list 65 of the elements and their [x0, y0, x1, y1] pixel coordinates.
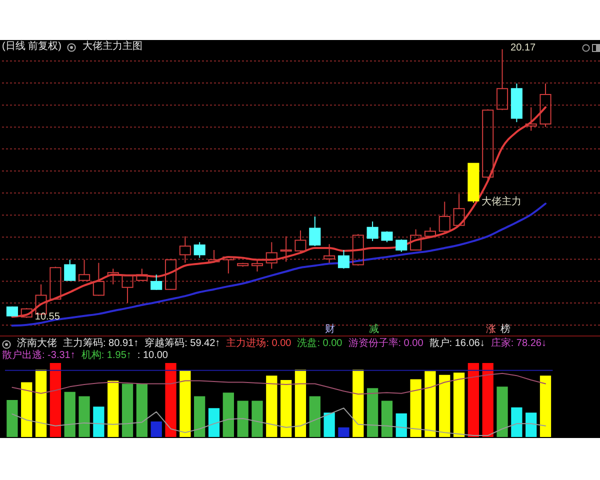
bar [526, 412, 537, 437]
bar [468, 363, 480, 437]
bar [122, 384, 134, 437]
candlestick [194, 242, 206, 258]
text: 散户: 16.06↓ [429, 338, 485, 350]
annotation: 涨 [486, 324, 496, 335]
text: 游资份子率: 0.00 [348, 338, 424, 350]
text: 庄家: 78.26↓ [490, 338, 546, 350]
bar [381, 400, 393, 437]
bar [180, 370, 191, 437]
bar [511, 407, 522, 437]
text: 洗盘: 0.00 [297, 338, 342, 350]
bar [194, 396, 206, 437]
bar [280, 380, 292, 437]
bar [165, 363, 176, 437]
bar [410, 379, 422, 437]
chart-title: (日线 前复权) [2, 41, 62, 53]
bar [50, 363, 62, 437]
text: 穿越筹码: 59.42↑ [144, 338, 220, 350]
candlestick [179, 236, 191, 264]
bar [396, 413, 407, 437]
text: : 10.00 [137, 350, 168, 362]
bar [136, 384, 148, 437]
candlestick [208, 249, 220, 264]
annotation: 减 [368, 324, 379, 335]
bar [496, 386, 508, 437]
bar [324, 412, 335, 437]
bar [6, 400, 18, 437]
text: 散户出逃: -3.31↑ [2, 350, 76, 362]
bar [424, 371, 436, 437]
bar [266, 376, 278, 437]
bar [78, 396, 90, 437]
bar [108, 380, 119, 437]
bar [208, 408, 220, 437]
bar [35, 370, 47, 437]
bar [366, 388, 378, 437]
annotation: 大佬主力 [482, 195, 522, 208]
bar [338, 427, 350, 437]
annotation: 榜 [500, 324, 511, 335]
candlestick [92, 262, 104, 296]
bar [439, 374, 450, 437]
bar [482, 363, 494, 437]
bar [222, 392, 234, 437]
candlestick [280, 236, 292, 262]
annotation: 财 [324, 324, 335, 335]
annotation: 10.55 [34, 311, 60, 322]
candlestick [540, 83, 552, 128]
bar [294, 370, 306, 437]
bar [252, 400, 263, 437]
bar [540, 376, 552, 437]
candlestick [525, 106, 537, 132]
chart-subtitle: 大佬主力主图 [82, 41, 142, 53]
bar [453, 372, 465, 437]
text: 主力进场: 0.00 [226, 338, 292, 350]
bar [93, 406, 104, 437]
text: 机构: 1.95↑ [81, 350, 132, 362]
chart-title: 济南大佬 [17, 338, 57, 350]
text: 主力筹码: 80.91↑ [63, 338, 139, 350]
bar [352, 370, 364, 437]
bar [309, 396, 320, 437]
bar [237, 400, 248, 437]
bar [64, 392, 76, 437]
bar [150, 421, 162, 437]
annotation: 20.17 [510, 42, 536, 54]
bar [21, 382, 32, 437]
